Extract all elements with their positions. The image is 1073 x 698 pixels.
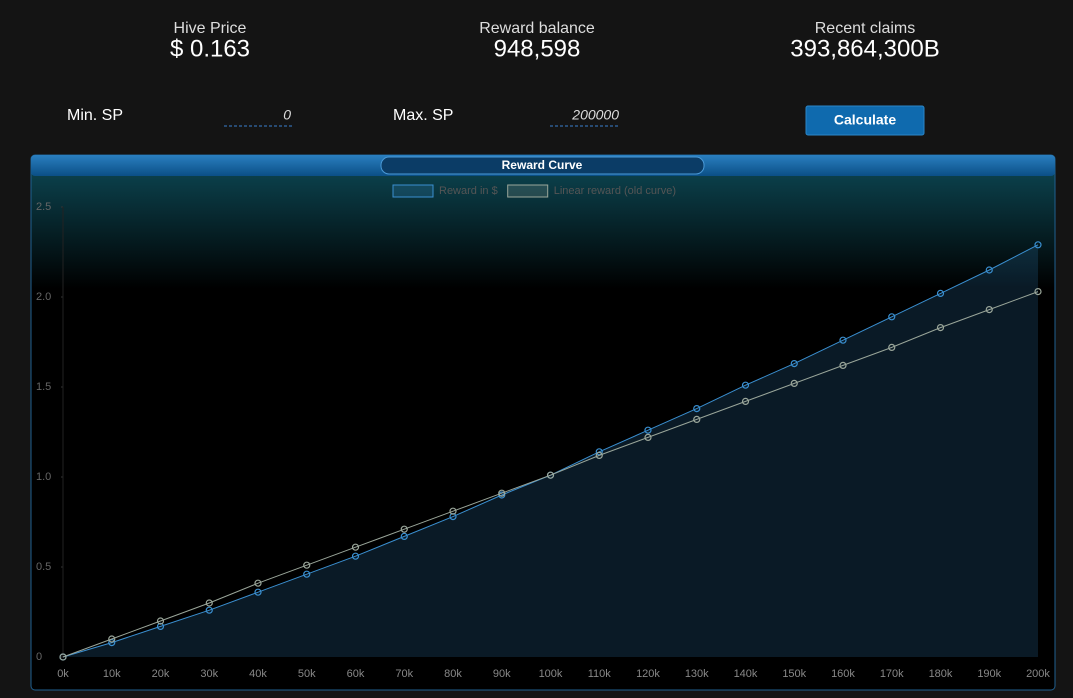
point (303, 570, 311, 578)
x-tick-label: 130k (685, 668, 709, 680)
point (351, 543, 360, 551)
point (741, 381, 750, 389)
stat-value: 948,598 (494, 35, 581, 62)
stat-value: 393,864,300B (790, 35, 939, 62)
y-tick-label: 2.0 (36, 291, 51, 303)
chart-title: Reward Curve (502, 158, 583, 172)
point (644, 426, 652, 434)
point (693, 415, 701, 423)
point (595, 451, 603, 459)
point (108, 638, 116, 647)
legend-label: Linear reward (old curve) (554, 185, 676, 197)
y-tick-label: 2.5 (36, 201, 51, 213)
point (888, 343, 896, 351)
point (741, 397, 750, 405)
y-tick-label: 0.5 (36, 561, 51, 573)
point (303, 561, 311, 569)
y-tick-label: 0 (36, 651, 42, 663)
calculate-button[interactable] (805, 105, 925, 136)
x-tick-label: 160k (831, 668, 855, 680)
min-input[interactable]: 0 (283, 107, 291, 123)
stat-label: Reward balance (479, 20, 595, 37)
stat-label: Hive Price (174, 20, 247, 37)
point (59, 653, 67, 661)
point (254, 579, 262, 587)
point (108, 635, 116, 643)
x-tick-label: 40k (249, 668, 267, 680)
x-tick-label: 190k (977, 668, 1001, 680)
point (1034, 288, 1042, 296)
line (62, 291, 1039, 658)
point (449, 512, 457, 521)
point (546, 471, 555, 479)
stat-value: $ 0.163 (170, 35, 250, 62)
point (790, 379, 798, 387)
point (156, 617, 165, 625)
calculate-label[interactable]: Calculate (834, 112, 896, 128)
point (936, 324, 945, 332)
stat-label: Recent claims (815, 20, 915, 37)
legend-swatch (507, 184, 549, 198)
point (985, 306, 993, 314)
max-input[interactable]: 200000 (571, 107, 619, 123)
x-tick-label: 0k (57, 668, 69, 680)
x-tick-label: 170k (880, 668, 904, 680)
point (644, 433, 652, 441)
area (63, 244, 1038, 658)
point (839, 361, 847, 369)
y-tick-label: 1.5 (36, 381, 51, 393)
x-tick-label: 200k (1026, 668, 1050, 680)
point (790, 360, 798, 368)
point (693, 405, 701, 413)
x-tick-label: 60k (347, 668, 365, 680)
x-tick-label: 150k (782, 668, 806, 680)
y-tick-label: 1.0 (36, 471, 51, 483)
x-tick-label: 120k (636, 668, 660, 680)
point (936, 289, 945, 297)
title-pill (380, 156, 705, 175)
max-label: Max. SP (393, 107, 453, 124)
point (498, 489, 506, 497)
point (595, 448, 603, 456)
x-tick-label: 20k (152, 668, 170, 680)
point (839, 336, 847, 344)
point (254, 588, 262, 596)
x-tick-label: 50k (298, 668, 316, 680)
legend-swatch (392, 184, 434, 198)
point (205, 606, 213, 614)
min-label: Min. SP (67, 107, 123, 124)
x-tick-label: 70k (395, 668, 413, 680)
x-tick-label: 10k (103, 668, 121, 680)
point (888, 313, 896, 321)
x-tick-label: 30k (200, 668, 218, 680)
legend-label: Reward in $ (439, 185, 498, 197)
x-tick-label: 100k (539, 668, 563, 680)
point (351, 552, 360, 560)
point (400, 532, 408, 541)
x-tick-label: 80k (444, 668, 462, 680)
x-tick-label: 90k (493, 668, 511, 680)
point (205, 599, 213, 607)
point (1034, 241, 1042, 249)
point (449, 507, 457, 515)
point (985, 266, 993, 274)
point (400, 525, 408, 533)
x-tick-label: 140k (734, 668, 758, 680)
x-tick-label: 180k (929, 668, 953, 680)
x-tick-label: 110k (588, 668, 612, 680)
